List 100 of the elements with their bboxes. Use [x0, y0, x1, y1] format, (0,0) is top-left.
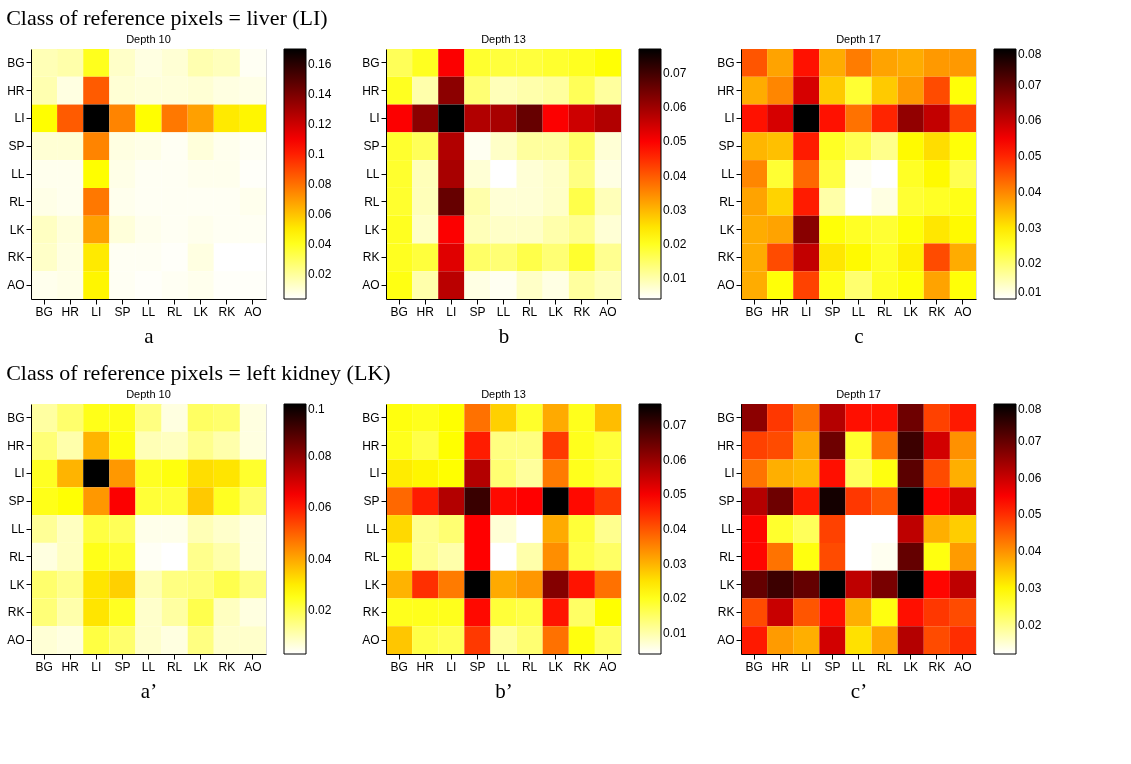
color-bar-label: 0.04 [663, 168, 687, 183]
x-tick-label: SP [114, 304, 131, 319]
color-bar-label: 0.02 [663, 237, 687, 252]
y-tick-label: BG [717, 55, 735, 70]
y-tick-label: LL [11, 522, 25, 536]
color-bar-label: 0.07 [1018, 77, 1042, 92]
y-tick-label: AO [717, 633, 735, 648]
y-tick-label: BG [717, 410, 735, 425]
color-bar-label: 0.04 [1018, 184, 1042, 199]
chart-title: Depth 10 [126, 33, 171, 45]
x-tick-label: LK [903, 659, 919, 674]
x-tick-label: SP [469, 304, 486, 319]
y-tick-label: HR [362, 438, 380, 453]
x-tick-label: LK [193, 304, 209, 319]
y-tick-label: LK [364, 222, 380, 237]
x-tick-label: LI [446, 659, 457, 674]
x-tick-label: RL [166, 304, 183, 319]
color-bar-label: 0.06 [308, 206, 332, 221]
color-bar-label: 0.16 [308, 56, 332, 71]
y-tick-label: RK [717, 605, 735, 620]
y-tick-label: RL [364, 549, 380, 564]
x-tick-label: HR [61, 659, 80, 674]
color-bar-label: 0.07 [663, 65, 687, 80]
y-tick-label: RL [9, 194, 25, 209]
color-bar-label: 0.03 [1018, 580, 1042, 595]
y-tick-label: RK [7, 250, 25, 265]
color-bar-label: 0.05 [1018, 507, 1042, 522]
x-tick-label: LL [496, 659, 511, 674]
y-tick-label: HR [717, 83, 735, 98]
y-tick-label: SP [8, 494, 25, 509]
y-tick-label: RK [362, 250, 380, 265]
y-tick-label: LK [364, 577, 380, 592]
color-bar-label: 0.14 [308, 86, 332, 101]
color-bar-label: 0.04 [308, 551, 332, 566]
y-tick-label: SP [718, 494, 735, 509]
x-tick-label: LL [141, 304, 156, 319]
x-tick-label: AO [599, 659, 617, 674]
color-bar-label: 0.06 [1018, 470, 1042, 485]
color-bar-label: 0.08 [308, 448, 332, 463]
y-tick-label: BG [362, 55, 380, 70]
x-tick-label: SP [469, 659, 486, 674]
color-bar-label: 0.08 [308, 176, 332, 191]
y-tick-label: HR [717, 438, 735, 453]
y-tick-label: SP [718, 139, 735, 154]
y-tick-label: RL [719, 194, 735, 209]
y-tick-label: LL [721, 522, 735, 536]
x-tick-label: AO [599, 304, 617, 319]
color-bar-label: 0.07 [1018, 433, 1042, 448]
chart-subtitle: Class of reference pixels = left kidney (LK) [6, 359, 391, 385]
y-tick-label: RK [362, 605, 380, 620]
x-tick-label: BG [35, 304, 53, 319]
x-tick-label: RL [166, 659, 183, 674]
y-tick-label: LL [366, 167, 380, 181]
x-tick-label: BG [745, 659, 763, 674]
color-bar-label: 0.02 [663, 591, 687, 606]
y-tick-label: RK [717, 250, 735, 265]
y-tick-label: LI [14, 111, 25, 126]
text: a’ [140, 678, 158, 703]
color-bar-label: 0.04 [663, 522, 687, 536]
y-tick-label: LK [9, 577, 25, 592]
y-tick-label: AO [362, 278, 380, 293]
color-bar-label: 0.06 [1018, 113, 1042, 128]
x-tick-label: SP [824, 659, 841, 674]
x-tick-label: LI [91, 304, 102, 319]
y-tick-label: LI [369, 466, 380, 481]
y-tick-label: AO [717, 278, 735, 293]
y-tick-label: LK [719, 222, 735, 237]
color-bar-label: 0.02 [1018, 617, 1042, 632]
x-tick-label: AO [244, 659, 262, 674]
y-tick-label: BG [362, 410, 380, 425]
color-bar-label: 0.01 [663, 626, 687, 641]
y-tick-label: AO [7, 278, 25, 293]
color-bar-label: 0.05 [1018, 149, 1042, 164]
color-bar-label: 0.06 [663, 452, 687, 467]
x-tick-label: LI [801, 659, 812, 674]
y-tick-label: LI [724, 466, 735, 481]
x-tick-label: RK [573, 659, 591, 674]
chart-subtitle: Class of reference pixels = liver (LI) [6, 4, 328, 30]
x-tick-label: BG [35, 659, 53, 674]
y-tick-label: HR [7, 438, 25, 453]
x-tick-label: HR [771, 304, 790, 319]
x-tick-label: SP [114, 659, 131, 674]
color-bar-label: 0.04 [308, 236, 332, 251]
x-tick-label: HR [61, 304, 80, 319]
x-tick-label: HR [416, 304, 435, 319]
chart-title: Depth 17 [836, 33, 881, 45]
x-tick-label: RK [573, 304, 591, 319]
x-tick-label: RL [876, 659, 893, 674]
x-tick-label: RK [928, 304, 946, 319]
y-tick-label: RL [719, 549, 735, 564]
x-tick-label: LI [801, 304, 812, 319]
x-tick-label: RK [928, 659, 946, 674]
y-tick-label: BG [7, 55, 25, 70]
y-tick-label: HR [362, 83, 380, 98]
color-bar-label: 0.08 [1018, 402, 1042, 416]
color-bar-label: 0.02 [1018, 256, 1042, 271]
chart-title: Depth 13 [481, 33, 526, 45]
y-tick-label: RK [7, 605, 25, 620]
x-tick-label: HR [416, 659, 435, 674]
y-tick-label: SP [8, 139, 25, 154]
